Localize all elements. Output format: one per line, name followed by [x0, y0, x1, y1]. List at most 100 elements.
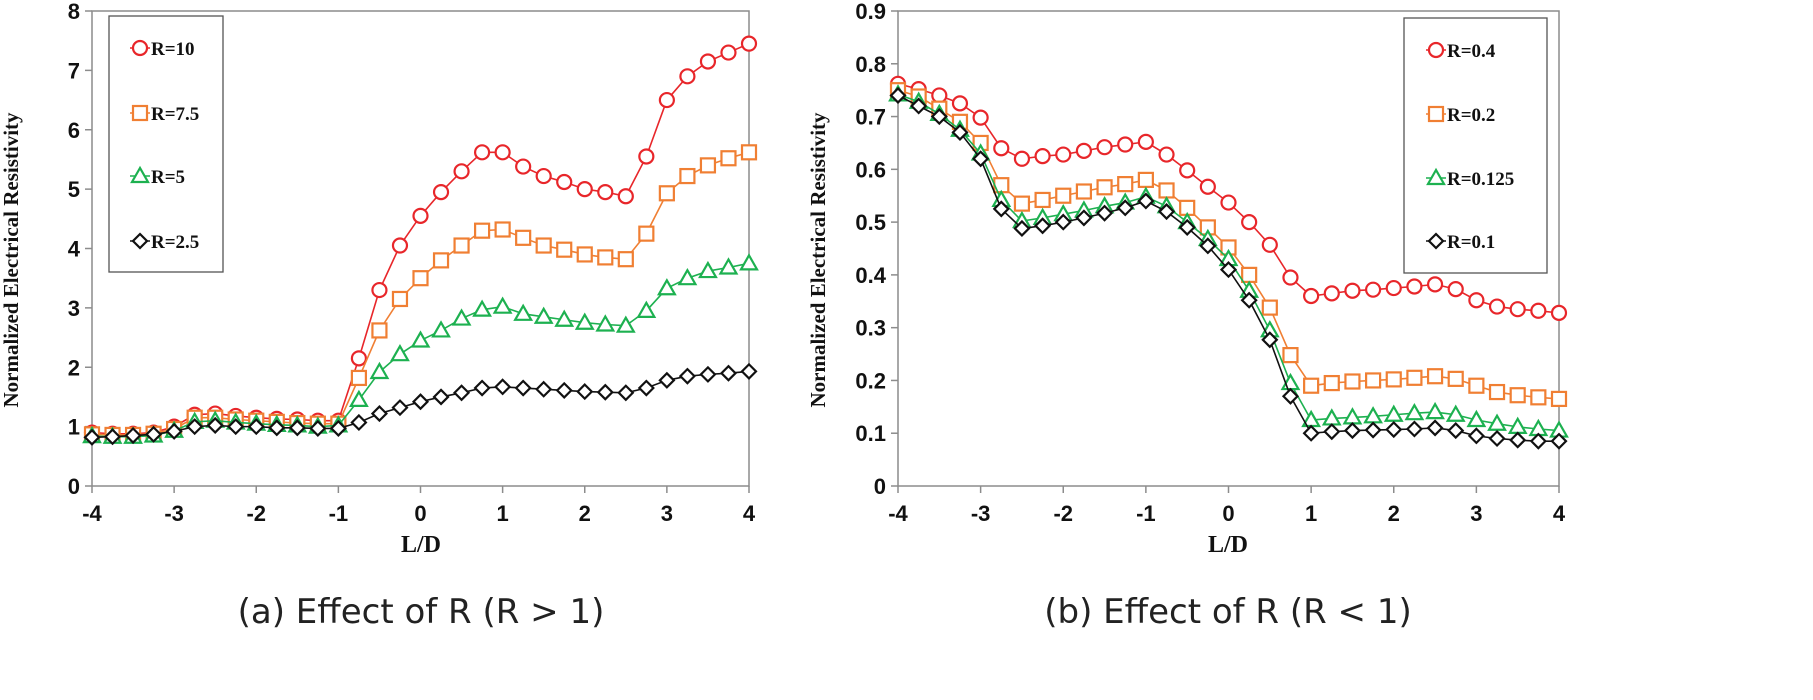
- data-point: [411, 393, 430, 411]
- data-point: [1406, 369, 1423, 386]
- data-point: [371, 281, 388, 299]
- data-point: [1468, 292, 1485, 309]
- panel-caption: (b) Effect of R (R < 1): [1044, 592, 1411, 632]
- data-point: [1323, 423, 1341, 441]
- data-point: [1488, 383, 1506, 401]
- data-point: [391, 399, 409, 417]
- data-point: [1282, 269, 1299, 286]
- y-axis-title: Normalized Electrical Resistivity: [0, 112, 23, 408]
- data-point: [1447, 370, 1464, 387]
- data-point: [1550, 304, 1568, 321]
- x-tick-label: -2: [246, 501, 266, 526]
- data-point: [720, 150, 737, 167]
- y-tick-label: 0.1: [855, 421, 886, 446]
- data-point: [1344, 282, 1361, 299]
- data-point: [1364, 372, 1382, 389]
- data-point: [1241, 266, 1258, 283]
- data-point: [494, 378, 512, 396]
- y-tick-label: 0.4: [855, 263, 886, 288]
- data-point: [1466, 409, 1487, 428]
- data-point: [288, 419, 306, 437]
- data-point: [1426, 368, 1444, 385]
- data-point: [739, 253, 759, 271]
- data-point: [1426, 276, 1444, 293]
- data-point: [638, 148, 655, 165]
- data-point: [679, 68, 696, 85]
- y-tick-label: 0.2: [855, 368, 886, 393]
- x-tick-label: 3: [1470, 501, 1482, 526]
- data-point: [1157, 202, 1176, 221]
- data-point: [124, 426, 142, 445]
- data-point: [1468, 377, 1485, 394]
- legend-marker: [131, 232, 149, 250]
- data-point: [1158, 146, 1175, 163]
- data-point: [656, 278, 677, 296]
- data-point: [1323, 285, 1340, 302]
- legend-label: R=0.2: [1447, 105, 1495, 126]
- legend: R=10 R=7.5 R=5 R=2.5: [108, 15, 224, 273]
- data-point: [1323, 374, 1340, 392]
- data-point: [1034, 148, 1051, 165]
- data-point: [615, 315, 636, 333]
- data-point: [720, 44, 737, 61]
- x-tick-label: 1: [1305, 501, 1317, 526]
- data-point: [1261, 299, 1278, 316]
- data-point: [596, 383, 614, 401]
- data-point: [1447, 281, 1464, 298]
- data-point: [1385, 371, 1402, 388]
- y-tick-label: 1: [68, 415, 80, 440]
- data-point: [432, 252, 450, 269]
- legend-box: [1403, 17, 1548, 274]
- legend-marker: [1427, 105, 1445, 123]
- data-point: [1302, 424, 1320, 442]
- legend-label: R=5: [151, 167, 185, 188]
- data-point: [617, 251, 634, 268]
- x-tick-label: -3: [971, 501, 991, 526]
- data-point: [410, 330, 431, 348]
- data-point: [1013, 219, 1031, 238]
- y-tick-label: 0.6: [855, 157, 886, 182]
- x-tick-label: -4: [82, 501, 102, 526]
- data-point: [576, 383, 594, 401]
- panel-a: -4 -3 -2 -1 0 1 2 3 4 0 1 2 3 4 5 6 7 8 L/D Normalized Elec…: [0, 0, 759, 632]
- x-tick-label: -4: [888, 501, 908, 526]
- data-point: [1096, 179, 1113, 196]
- data-point: [515, 158, 532, 175]
- data-point: [576, 246, 593, 263]
- data-point: [535, 237, 552, 254]
- data-point: [1179, 162, 1196, 179]
- data-point: [1075, 183, 1093, 200]
- data-point: [1075, 209, 1093, 227]
- data-point: [145, 425, 163, 443]
- data-point: [993, 140, 1010, 157]
- data-point: [1509, 301, 1526, 318]
- data-point: [1054, 213, 1072, 231]
- y-tick-label: 8: [68, 0, 80, 24]
- data-point: [453, 163, 470, 180]
- data-point: [637, 379, 655, 397]
- y-tick-label: 0.3: [855, 316, 886, 341]
- data-point: [533, 306, 554, 324]
- data-point: [1116, 199, 1134, 217]
- y-tick-label: 0: [68, 474, 80, 499]
- data-point: [412, 207, 429, 224]
- data-point: [699, 157, 717, 174]
- data-point: [492, 296, 513, 314]
- data-point: [1405, 420, 1423, 438]
- legend-label: R=2.5: [151, 232, 199, 253]
- data-point: [658, 371, 676, 389]
- data-point: [1364, 281, 1382, 298]
- data-point: [391, 290, 409, 308]
- data-point: [1426, 419, 1444, 437]
- data-point: [554, 309, 575, 327]
- data-point: [206, 416, 224, 434]
- data-point: [555, 381, 573, 399]
- data-point: [719, 364, 738, 382]
- y-tick-label: 0.5: [855, 210, 886, 235]
- legend-label: R=0.125: [1447, 169, 1514, 190]
- data-point: [1096, 204, 1114, 222]
- legend-marker: [1426, 167, 1446, 186]
- data-point: [165, 422, 183, 440]
- data-point: [1199, 237, 1217, 255]
- data-point: [1385, 279, 1402, 297]
